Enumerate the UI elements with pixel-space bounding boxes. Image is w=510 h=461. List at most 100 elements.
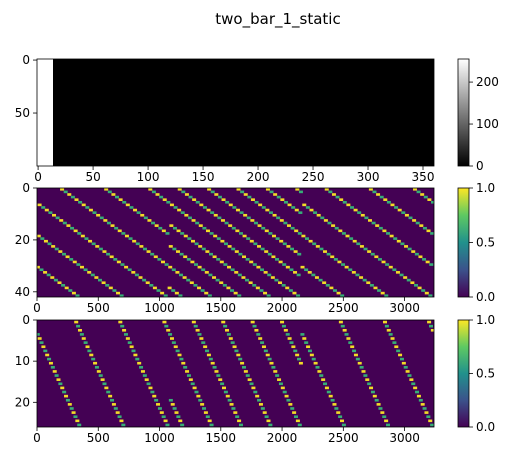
- panel-2-stripe-dot: [154, 224, 159, 227]
- panel-3-stripe-dot: [285, 333, 290, 336]
- panel-3-stripe-dot: [69, 407, 74, 410]
- panel-2-stripe-dot: [292, 291, 297, 295]
- panel-2-stripe-dot: [125, 203, 130, 207]
- panel-3-stripe-dot: [427, 320, 432, 324]
- panel-2-stripe-dot: [359, 276, 364, 279]
- panel-2-stripe-dot: [298, 211, 303, 214]
- panel-3-stripe-dot: [359, 366, 364, 369]
- panel-2-stripe-dot: [67, 193, 72, 196]
- panel-2-stripe-dot: [261, 206, 266, 209]
- panel-2-stripe-dot: [194, 242, 199, 246]
- panel-2-stripe-dot: [54, 247, 59, 251]
- panel-3-colorbar-label: 1.0: [476, 313, 495, 327]
- panel-2-stripe-dot: [289, 268, 294, 272]
- panel-3-stripe-dot: [374, 398, 379, 402]
- panel-2-stripe-dot: [339, 198, 344, 201]
- panel-3-stripe-dot: [223, 324, 228, 328]
- panel-3-stripe-dot: [264, 415, 269, 419]
- panel-1-ytick-label: 0: [22, 53, 30, 67]
- panel-3-stripe-dot: [266, 419, 271, 423]
- panel-2-stripe-dot: [363, 247, 368, 251]
- panel-2-stripe-dot: [313, 211, 318, 214]
- panel-3-stripe-dot: [382, 415, 387, 419]
- panel-2-stripe-dot: [267, 273, 272, 277]
- panel-2-stripe-dot: [230, 268, 235, 272]
- panel-2-stripe-dot: [152, 286, 157, 290]
- panel-2-stripe-dot: [76, 263, 81, 266]
- panel-3-stripe-dot: [177, 353, 182, 357]
- panel-3-stripe-dot: [405, 370, 410, 373]
- panel-3-stripe-dot: [306, 345, 311, 349]
- panel-2-stripe-dot: [168, 265, 173, 269]
- panel-2-stripe-dot: [301, 234, 306, 238]
- panel-2-stripe-dot: [341, 263, 346, 266]
- panel-3-stripe-dot: [353, 353, 358, 357]
- panel-2-stripe-dot: [200, 289, 205, 292]
- panel-2-stripe-dot: [193, 284, 198, 287]
- figure-title: two_bar_1_static: [215, 10, 340, 29]
- panel-2-stripe-dot: [176, 229, 181, 233]
- panel-3-stripe-dot: [181, 361, 186, 365]
- panel-2-stripe-dot: [274, 278, 279, 282]
- panel-2-stripe-dot: [425, 260, 430, 264]
- panel-2-stripe-dot: [48, 211, 53, 214]
- panel-2-stripe-dot: [240, 190, 245, 194]
- panel-3-stripe-dot: [255, 394, 260, 398]
- panel-2-stripe-dot: [421, 289, 426, 292]
- panel-3-stripe-dot: [256, 333, 261, 336]
- panel-3-stripe-dot: [233, 411, 238, 414]
- panel-2-colorbar: [457, 187, 470, 298]
- panel-2-stripe-dot: [167, 286, 172, 290]
- panel-2-stripe-dot: [224, 221, 229, 225]
- panel-2-stripe-dot: [312, 242, 317, 246]
- panel-3-stripe-dot: [218, 378, 223, 381]
- panel-3-stripe-dot: [157, 407, 162, 410]
- panel-2-stripe-dot: [105, 284, 110, 287]
- panel-3-stripe-dot: [171, 341, 176, 344]
- panel-3-stripe-dot: [83, 341, 88, 344]
- panel-2-stripe-dot: [194, 263, 199, 266]
- panel-2-stripe-dot: [60, 188, 65, 191]
- panel-2-stripe-dot: [177, 208, 182, 212]
- panel-2-stripe-dot: [250, 198, 255, 201]
- panel-3-stripe-dot: [281, 324, 286, 328]
- panel-2-stripe-dot: [296, 273, 301, 277]
- panel-3-stripe-dot: [137, 361, 142, 365]
- panel-1: 0 50 100 150 200 250 300 350 0 50 0 100 200: [15, 53, 499, 184]
- panel-2-stripe-dot: [90, 273, 95, 277]
- panel-2-stripe-dot: [241, 276, 246, 279]
- panel-2-stripe-dot: [59, 219, 64, 222]
- panel-2-stripe-dot: [300, 265, 305, 269]
- panel-3-stripe-dot: [104, 386, 109, 390]
- panel-2-stripe-dot: [407, 247, 412, 251]
- panel-2-stripe-dot: [406, 278, 411, 282]
- panel-2-stripe-dot: [178, 294, 183, 297]
- panel-2-stripe-dot: [223, 242, 228, 246]
- panel-2-stripe-dot: [151, 190, 156, 194]
- panel-2-stripe-dot: [182, 276, 187, 279]
- panel-2-stripe-dot: [98, 247, 103, 251]
- panel-2-stripe-dot: [297, 252, 302, 256]
- panel-3-stripe-dot: [336, 411, 341, 414]
- panel-3-stripe-dot: [350, 345, 355, 349]
- panel-2-stripe-dot: [415, 221, 420, 225]
- panel-2-stripe-dot: [110, 224, 115, 227]
- panel-2-stripe-dot: [290, 247, 295, 251]
- panel-2-stripe-dot: [174, 291, 179, 295]
- panel-2-stripe-dot: [96, 213, 101, 217]
- panel-3-stripe-dot: [139, 366, 144, 369]
- panel-2-stripe-dot: [370, 252, 375, 256]
- panel-2-stripe-dot: [334, 226, 339, 230]
- panel-2-stripe-dot: [166, 200, 171, 204]
- panel-2-background: [37, 188, 434, 297]
- panel-2-stripe-dot: [401, 211, 406, 214]
- panel-2-stripe-dot: [177, 188, 182, 191]
- panel-2-stripe-dot: [139, 245, 144, 248]
- panel-3-stripe-dot: [288, 403, 293, 406]
- panel-2-stripe-dot: [195, 221, 200, 225]
- panel-3-stripe-dot: [133, 353, 138, 357]
- panel-3-stripe-dot: [94, 366, 99, 369]
- panel-2-stripe-dot: [390, 203, 395, 207]
- panel-3-stripe-dot: [236, 353, 241, 357]
- panel-3-stripe-dot: [257, 398, 262, 402]
